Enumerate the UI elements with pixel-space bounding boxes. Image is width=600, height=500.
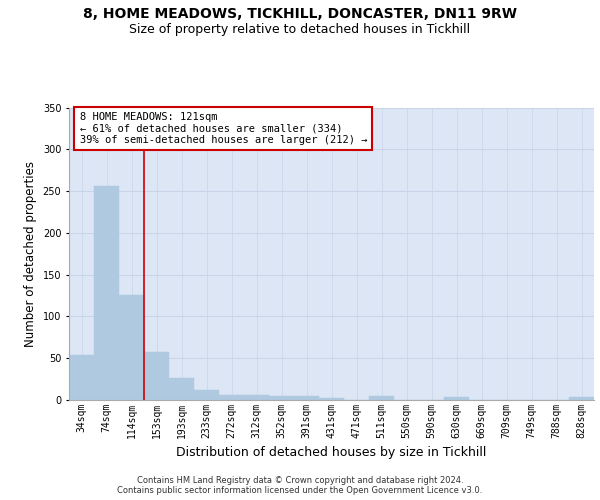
Bar — [219, 395, 244, 400]
Bar — [444, 398, 469, 400]
Bar — [319, 398, 344, 400]
Bar — [269, 396, 294, 400]
Bar — [169, 378, 194, 400]
Bar — [194, 390, 219, 400]
Bar — [119, 294, 144, 400]
Text: Contains HM Land Registry data © Crown copyright and database right 2024.
Contai: Contains HM Land Registry data © Crown c… — [118, 476, 482, 495]
Bar — [569, 398, 594, 400]
Bar — [69, 355, 94, 400]
Bar — [144, 352, 169, 400]
Bar — [294, 396, 319, 400]
Bar — [94, 186, 119, 400]
Bar — [369, 396, 394, 400]
X-axis label: Distribution of detached houses by size in Tickhill: Distribution of detached houses by size … — [176, 446, 487, 460]
Text: 8 HOME MEADOWS: 121sqm
← 61% of detached houses are smaller (334)
39% of semi-de: 8 HOME MEADOWS: 121sqm ← 61% of detached… — [79, 112, 367, 145]
Text: 8, HOME MEADOWS, TICKHILL, DONCASTER, DN11 9RW: 8, HOME MEADOWS, TICKHILL, DONCASTER, DN… — [83, 8, 517, 22]
Text: Size of property relative to detached houses in Tickhill: Size of property relative to detached ho… — [130, 22, 470, 36]
Bar — [244, 395, 269, 400]
Y-axis label: Number of detached properties: Number of detached properties — [24, 161, 37, 347]
